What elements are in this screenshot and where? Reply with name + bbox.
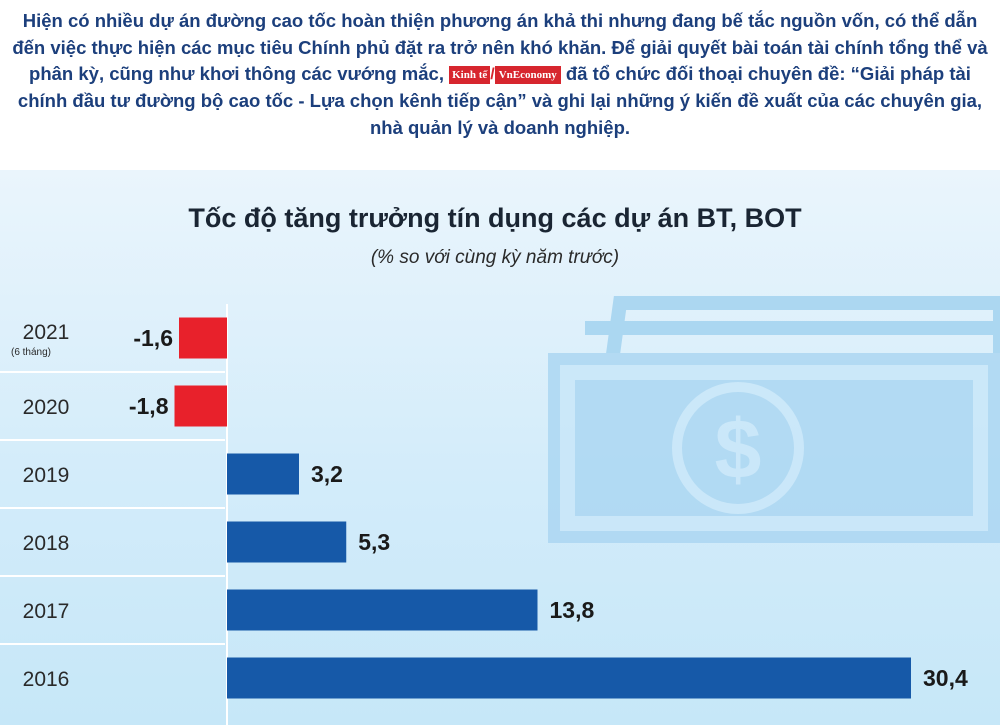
- data-label: 30,4: [923, 665, 968, 691]
- bar-chart: $ Tốc độ tăng trưởng tín dụng các dự án …: [0, 203, 1000, 725]
- category-label: 2019: [23, 464, 70, 487]
- chart-title: Tốc độ tăng trưởng tín dụng các dự án BT…: [188, 203, 802, 233]
- bars-group: 2021 (6 tháng) -1,6 2020 -1,8 2019 3,2 2018 5,3 2…: [0, 304, 968, 725]
- intro-text-part2: đã tổ chức đối thoại chuyên đề: “Giải ph…: [17, 63, 983, 138]
- category-note: (6 tháng): [11, 347, 51, 358]
- bar: [227, 657, 911, 699]
- bar: [174, 385, 227, 427]
- data-label: -1,6: [133, 325, 173, 351]
- intro-paragraph: Hiện có nhiều dự án đường cao tốc hoàn t…: [0, 0, 1000, 141]
- vneconomy-logo: VnEconomy: [494, 66, 561, 85]
- intro-text-part1: Hiện có nhiều dự án đường cao tốc hoàn t…: [12, 10, 988, 84]
- category-label: 2021: [23, 321, 70, 344]
- data-label: -1,8: [129, 393, 169, 419]
- data-label: 13,8: [550, 597, 595, 623]
- category-label: 2016: [23, 668, 70, 691]
- chart-panel: $ Tốc độ tăng trưởng tín dụng các dự án …: [0, 170, 1000, 725]
- category-label: 2018: [23, 532, 70, 555]
- money-bill-icon: $: [548, 296, 1000, 543]
- data-label: 3,2: [311, 461, 343, 487]
- chart-subtitle: (% so với cùng kỳ năm trước): [371, 247, 619, 268]
- svg-text:$: $: [715, 402, 762, 496]
- bar: [227, 589, 538, 631]
- data-label: 5,3: [358, 529, 390, 555]
- logo-separator: /: [490, 65, 495, 83]
- kinhte-logo: Kinh tế: [449, 66, 491, 85]
- category-label: 2017: [23, 600, 70, 623]
- bar: [227, 521, 347, 563]
- bar: [227, 453, 299, 495]
- intro-panel: Hiện có nhiều dự án đường cao tốc hoàn t…: [0, 0, 1000, 170]
- category-label: 2020: [23, 396, 70, 419]
- bar: [179, 317, 227, 359]
